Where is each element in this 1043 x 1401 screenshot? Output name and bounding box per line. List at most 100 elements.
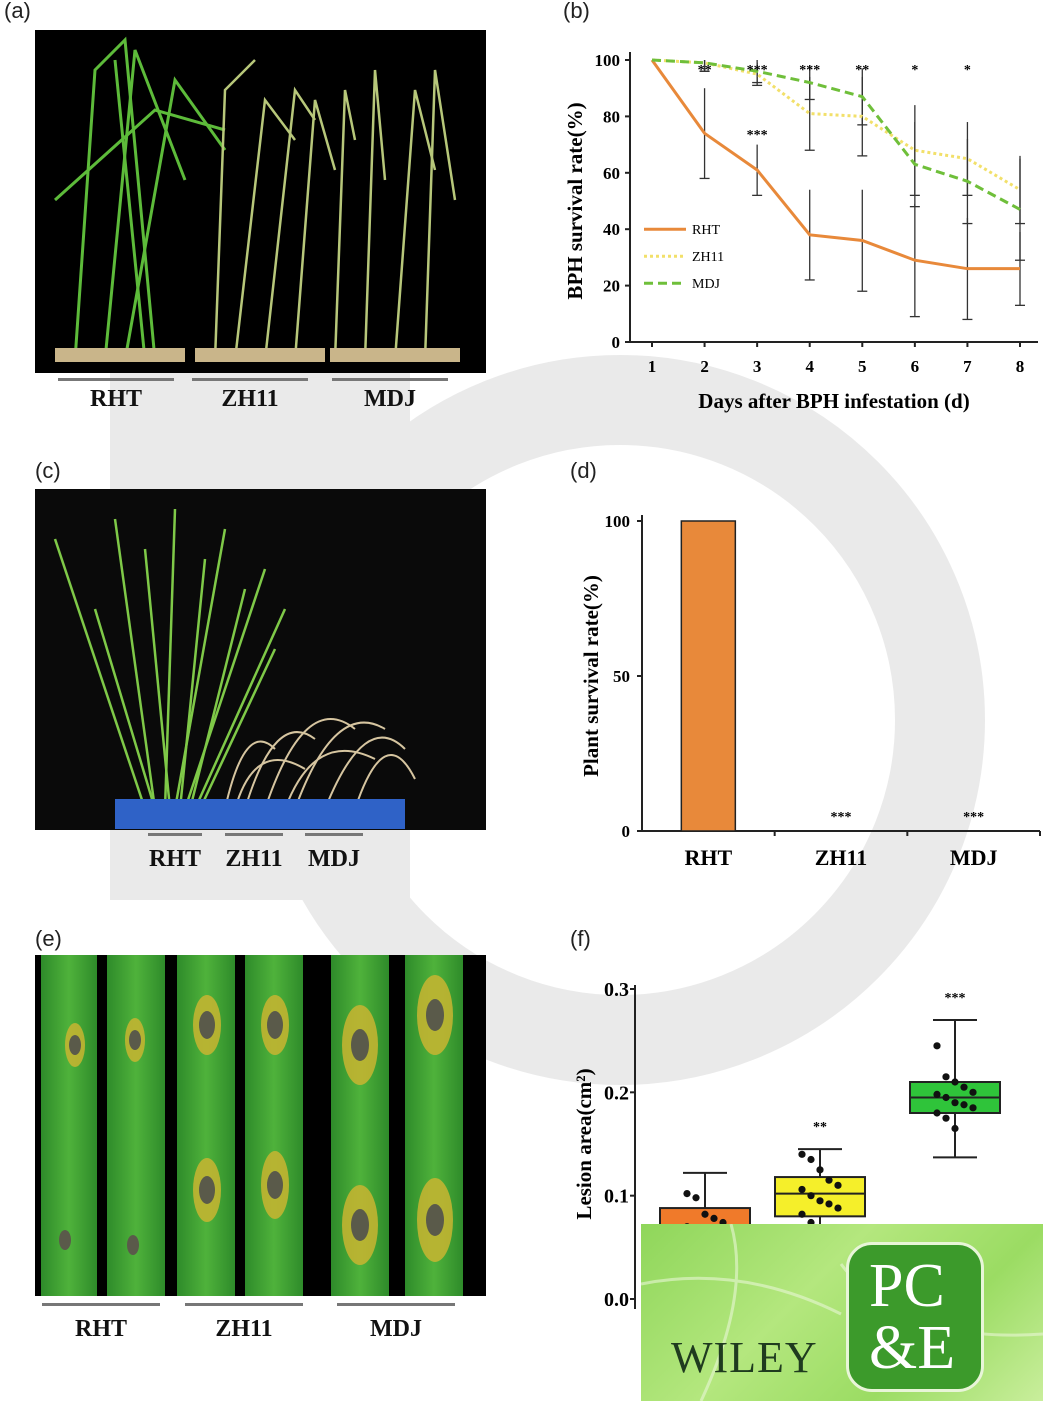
data-point — [710, 1214, 718, 1222]
group-label-rht-e: RHT — [74, 1316, 127, 1342]
data-point — [692, 1194, 700, 1202]
y-axis-title: BPH survival rate(%) — [563, 102, 587, 299]
badge-top-text: PC — [869, 1252, 945, 1320]
box-zh11 — [774, 1176, 866, 1218]
group-label-mdj-c: MDJ — [308, 846, 360, 872]
x-tick-label: 8 — [1016, 357, 1025, 376]
significance-mark: *** — [945, 991, 966, 1006]
publisher-logo: WILEY PC &E — [641, 1224, 1043, 1401]
x-tick-label: 1 — [648, 357, 657, 376]
data-point — [951, 1078, 959, 1086]
bar-rht — [680, 520, 737, 832]
data-point — [951, 1099, 959, 1107]
series-line-zh11 — [651, 58, 1021, 192]
y-tick-label: 0.2 — [604, 1082, 629, 1104]
significance-mark: *** — [747, 128, 768, 143]
data-point — [933, 1042, 941, 1050]
panel-label-b: (b) — [563, 0, 590, 23]
data-point — [816, 1166, 824, 1174]
significance-mark: *** — [831, 810, 852, 825]
data-point — [816, 1197, 824, 1205]
data-point — [825, 1176, 833, 1184]
significance-mark: ** — [813, 1120, 827, 1135]
data-point — [798, 1150, 806, 1158]
y-tick-label: 100 — [605, 512, 631, 531]
group-label-mdj-e: MDJ — [370, 1316, 422, 1342]
data-point — [933, 1090, 941, 1098]
group-label-rht-a: RHT — [89, 386, 142, 412]
y-axis-title: Plant survival rate(%) — [579, 575, 603, 777]
data-point — [825, 1200, 833, 1208]
x-tick-label: 2 — [700, 357, 709, 376]
x-tick-label: 5 — [858, 357, 867, 376]
y-tick-label: 40 — [603, 220, 620, 239]
data-point — [969, 1088, 977, 1096]
panel-label-e: (e) — [35, 926, 62, 951]
x-tick-label: 7 — [963, 357, 972, 376]
data-point — [951, 1124, 959, 1133]
group-label-zh11-a: ZH11 — [221, 386, 279, 412]
significance-mark: ** — [855, 63, 869, 78]
data-point — [834, 1204, 842, 1212]
y-tick-label: 0 — [622, 822, 631, 841]
data-point — [798, 1185, 806, 1194]
y-tick-label: 20 — [603, 277, 620, 296]
significance-mark: *** — [747, 63, 768, 78]
x-tick-label: 3 — [753, 357, 762, 376]
data-point — [701, 1210, 709, 1218]
panel-label-d: (d) — [570, 458, 597, 483]
significance-mark: ** — [698, 63, 712, 78]
group-label-zh11-e: ZH11 — [215, 1316, 273, 1342]
y-tick-label: 60 — [603, 164, 620, 183]
pce-badge: PC &E — [846, 1242, 984, 1392]
y-tick-label: 80 — [603, 107, 620, 126]
y-tick-label: 50 — [613, 667, 630, 686]
legend-label-rht: RHT — [692, 223, 720, 238]
y-tick-label: 0 — [612, 333, 621, 352]
data-point — [960, 1101, 968, 1109]
y-axis-title: Lesion area(cm²) — [572, 1068, 596, 1219]
data-point — [683, 1190, 691, 1198]
data-point — [942, 1073, 950, 1081]
y-tick-label: 100 — [595, 51, 621, 70]
x-axis-title: Days after BPH infestation (d) — [698, 389, 969, 413]
badge-bottom-text: &E — [869, 1314, 956, 1382]
group-label-zh11-c: ZH11 — [225, 846, 283, 872]
data-point — [807, 1192, 815, 1200]
data-point — [960, 1083, 968, 1091]
significance-mark: *** — [963, 810, 984, 825]
group-label-rht-c: RHT — [148, 846, 201, 872]
data-point — [834, 1181, 842, 1189]
group-label-mdj-a: MDJ — [364, 386, 416, 412]
photo-rice-leaves — [35, 955, 486, 1296]
data-point — [807, 1155, 815, 1164]
panel-label-a: (a) — [4, 0, 31, 23]
data-point — [933, 1109, 941, 1117]
photo-rice-seedlings — [35, 30, 486, 373]
x-tick-label: MDJ — [950, 845, 998, 870]
significance-mark: * — [964, 63, 971, 78]
y-tick-label: 0.1 — [604, 1186, 629, 1208]
chart-bph-survival: 0 20 40 60 80 100 1 2 3 4 5 6 7 8 Days after BPH infes… — [563, 51, 1038, 413]
wiley-wordmark: WILEY — [671, 1333, 818, 1382]
significance-mark: * — [911, 63, 918, 78]
data-point — [942, 1114, 950, 1122]
x-tick-label: 6 — [911, 357, 920, 376]
photo-rice-tray — [35, 489, 486, 830]
panel-label-f: (f) — [570, 926, 591, 951]
significance-mark: *** — [799, 63, 820, 78]
data-point — [942, 1093, 950, 1102]
y-tick-label: 0.3 — [604, 979, 629, 1001]
chart-plant-survival: 0 50 100 Plant survival rate(%) RHT ZH11 *** MD… — [579, 512, 1041, 870]
data-point — [798, 1210, 806, 1218]
panel-label-c: (c) — [35, 458, 61, 483]
x-tick-label: 4 — [805, 357, 814, 376]
data-point — [969, 1104, 977, 1112]
series-line-rht — [650, 59, 1020, 271]
legend-label-mdj: MDJ — [692, 277, 721, 292]
legend-label-zh11: ZH11 — [692, 250, 724, 265]
series-line-mdj — [651, 58, 1021, 211]
y-tick-label: 0.0 — [604, 1289, 629, 1311]
x-tick-label: ZH11 — [815, 845, 868, 870]
